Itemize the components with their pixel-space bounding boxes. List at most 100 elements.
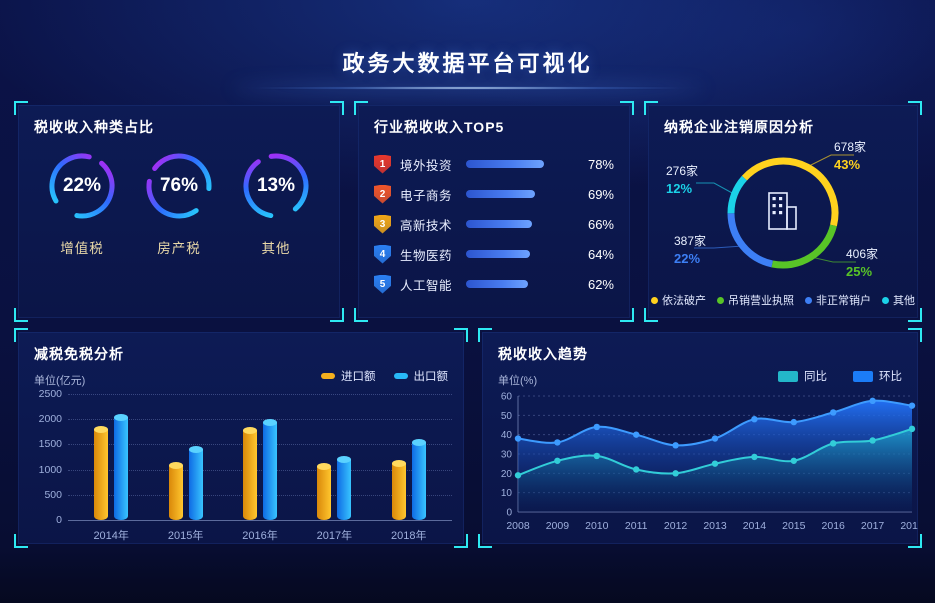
y-axis-unit: 单位(%) [498, 375, 538, 387]
corner-bracket-tr [908, 101, 922, 115]
x-axis-label: 2017 [861, 520, 885, 532]
building-window [779, 204, 783, 208]
data-point[interactable] [711, 435, 719, 442]
data-point[interactable] [593, 423, 600, 431]
legend-item[interactable]: 环比 [853, 368, 902, 384]
legend-item[interactable]: 进口额 [321, 368, 376, 384]
pie-count-label: 406家 [846, 247, 879, 261]
bar-export[interactable] [263, 418, 277, 520]
data-point[interactable] [790, 457, 797, 464]
legend-item[interactable]: 其他 [882, 292, 915, 308]
pie-slice[interactable] [727, 213, 774, 268]
rank-badge: 4 [374, 244, 391, 264]
data-point[interactable] [672, 470, 679, 477]
top5-bar[interactable] [466, 280, 528, 288]
bar-import[interactable] [391, 460, 406, 520]
bar-export[interactable] [188, 446, 203, 520]
top5-bar[interactable] [466, 250, 530, 258]
legend-label: 其他 [893, 295, 915, 307]
top5-bar[interactable] [466, 220, 532, 228]
deregistration-donut-chart [694, 154, 856, 269]
data-point[interactable] [790, 418, 797, 426]
x-axis-label: 2012 [664, 520, 688, 532]
data-point[interactable] [593, 452, 600, 460]
corner-bracket-br [330, 308, 344, 322]
bar-import[interactable] [94, 426, 109, 520]
corner-bracket-br [620, 308, 634, 322]
data-point[interactable] [869, 437, 876, 444]
legend-item[interactable]: 同比 [778, 368, 827, 384]
gauge-ring-box: 22% [47, 151, 117, 221]
legend-item[interactable]: 依法破产 [651, 292, 706, 308]
top5-bar-track [466, 250, 566, 258]
panel-title: 行业税收收入TOP5 [374, 119, 505, 135]
gauge-ring-box: 13% [241, 151, 311, 221]
data-point[interactable] [711, 460, 719, 467]
data-point[interactable] [830, 440, 837, 447]
data-point[interactable] [869, 397, 876, 405]
bar-chart-legend: 进口额 出口额 [321, 368, 448, 384]
legend-label: 吊销营业执照 [728, 295, 794, 307]
data-point[interactable] [554, 457, 561, 464]
top5-value-label: 78% [587, 156, 614, 172]
y-axis-label: 60 [501, 392, 513, 403]
pie-callout: 276家 12% [666, 162, 698, 196]
data-point[interactable] [751, 453, 758, 461]
data-point[interactable] [554, 439, 561, 446]
gridline [68, 419, 452, 421]
bar-export[interactable] [114, 413, 129, 520]
gauge-value: 22% [62, 175, 102, 196]
x-axis-label: 2011 [625, 520, 648, 532]
top5-row: 2 电子商务 69% [358, 179, 630, 209]
gridline [68, 444, 452, 446]
pie-slice[interactable] [771, 224, 837, 269]
top5-row: 5 人工智能 62% [358, 269, 630, 299]
bar-export[interactable] [337, 455, 352, 520]
pie-callout: 387家 22% [674, 232, 706, 266]
data-point[interactable] [514, 435, 522, 442]
corner-bracket-tl [354, 101, 368, 115]
data-point[interactable] [908, 402, 916, 409]
top5-bar[interactable] [466, 160, 544, 168]
corner-bracket-bl [478, 534, 492, 548]
revenue-trend-area-chart: 0 10 20 30 40 50 60 2008 2009 2010 2011 2012 2013 201… [501, 392, 918, 533]
corner-bracket-bl [14, 534, 28, 548]
pie-callout-line [810, 256, 856, 263]
panel-tax-type-share: 税收收入种类占比 22% 增值税 76% 房产税 13% 其他 [14, 101, 344, 322]
legend-label: 进口额 [341, 371, 376, 383]
corner-bracket-tr [908, 328, 922, 342]
x-axis-label: 2013 [703, 520, 727, 532]
top5-bar[interactable] [466, 190, 535, 198]
top5-value-label: 62% [587, 276, 614, 292]
trend-chart-legend: 同比 环比 [778, 368, 902, 384]
data-point[interactable] [751, 416, 758, 423]
data-point[interactable] [633, 466, 640, 473]
y-axis-label: 50 [501, 411, 513, 422]
pie-callout: 678家 43% [834, 138, 866, 172]
corner-bracket-tr [330, 101, 344, 115]
bar-import[interactable] [243, 427, 257, 520]
legend-item[interactable]: 出口额 [393, 368, 449, 384]
gauge-label: 其他 [261, 241, 291, 256]
pie-slice[interactable] [741, 157, 839, 227]
pie-slice[interactable] [727, 175, 748, 214]
corner-bracket-bl [354, 308, 368, 322]
data-point[interactable] [633, 431, 640, 438]
panel-revenue-trend: 税收收入趋势 单位(%) 同比 环比 0 10 20 30 40 50 60 2008 2009 2… [478, 328, 922, 548]
data-point[interactable] [830, 409, 837, 416]
pie-callout-line [696, 182, 735, 195]
y-axis-label: 2000 [38, 413, 62, 426]
y-axis-label: 30 [501, 450, 513, 461]
corner-bracket-tl [14, 101, 28, 115]
data-point[interactable] [672, 442, 679, 449]
legend-dot [651, 296, 658, 304]
data-point[interactable] [908, 425, 916, 433]
x-axis-label: 2014年 [93, 530, 129, 542]
data-point[interactable] [514, 472, 522, 479]
bar-import[interactable] [317, 462, 332, 520]
legend-label: 出口额 [413, 371, 449, 383]
bar-import[interactable] [168, 461, 183, 520]
bar-export[interactable] [411, 438, 426, 520]
legend-item[interactable]: 吊销营业执照 [717, 292, 794, 308]
legend-item[interactable]: 非正常销户 [805, 292, 871, 308]
